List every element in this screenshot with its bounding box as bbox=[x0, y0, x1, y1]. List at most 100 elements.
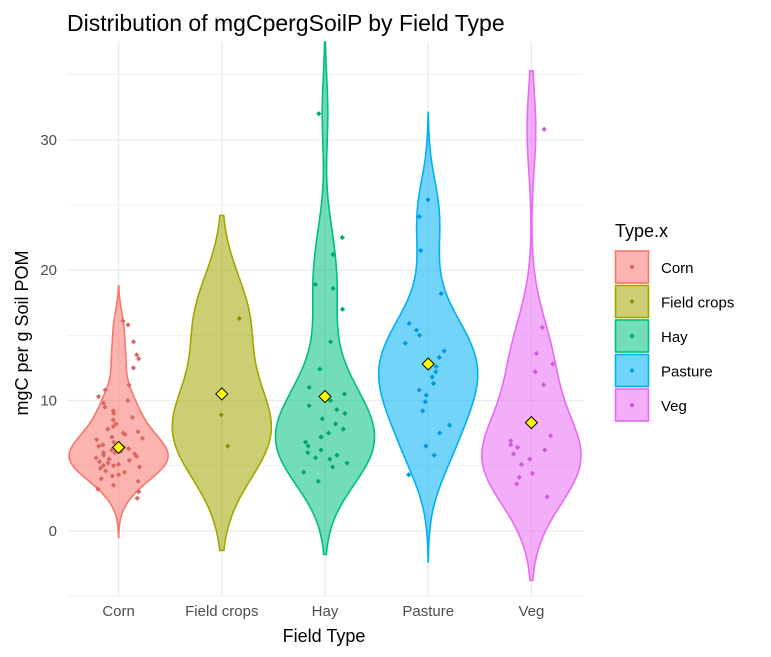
legend-key-marker bbox=[629, 298, 635, 305]
data-point bbox=[129, 414, 136, 421]
data-point bbox=[126, 446, 132, 452]
data-point bbox=[328, 339, 334, 345]
data-point bbox=[305, 450, 311, 456]
data-point bbox=[514, 444, 521, 450]
violin-hay bbox=[274, 41, 376, 556]
legend-label: Hay bbox=[661, 329, 688, 346]
data-point bbox=[225, 443, 231, 449]
data-point bbox=[132, 451, 138, 457]
violin-field-crops bbox=[171, 214, 273, 552]
data-point bbox=[106, 456, 112, 462]
data-point bbox=[422, 399, 428, 405]
legend-key-marker bbox=[629, 367, 635, 374]
data-point bbox=[514, 481, 520, 487]
legend-label: Field crops bbox=[661, 295, 734, 312]
data-point bbox=[130, 365, 137, 371]
data-point bbox=[102, 404, 108, 410]
data-point bbox=[541, 126, 547, 132]
data-point bbox=[416, 387, 422, 393]
data-point bbox=[96, 459, 103, 465]
data-point bbox=[97, 465, 103, 471]
data-point bbox=[418, 247, 424, 254]
data-point bbox=[529, 470, 536, 477]
data-point bbox=[334, 406, 340, 413]
data-point bbox=[102, 387, 108, 393]
data-point bbox=[135, 478, 141, 484]
data-point bbox=[136, 356, 142, 362]
chart-title: Distribution of mgCpergSoilP by Field Ty… bbox=[67, 10, 505, 36]
legend: Type.x Corn Field crops Hay Pasture Veg bbox=[614, 221, 734, 422]
data-point bbox=[98, 476, 104, 482]
data-point bbox=[413, 327, 420, 333]
data-point bbox=[436, 354, 442, 361]
data-point bbox=[416, 214, 423, 220]
data-point bbox=[406, 320, 412, 327]
legend-label: Veg bbox=[661, 398, 687, 415]
legend-key-marker bbox=[629, 402, 635, 408]
data-point bbox=[425, 197, 431, 203]
y-tick-label: 0 bbox=[49, 523, 57, 540]
data-point bbox=[339, 306, 346, 312]
data-point bbox=[433, 363, 439, 370]
x-axis-ticks: Corn Field crops Hay Pasture Veg bbox=[102, 603, 544, 620]
mean-markers bbox=[111, 357, 539, 455]
legend-key-marker bbox=[629, 333, 635, 339]
data-point bbox=[327, 456, 333, 462]
data-point bbox=[136, 464, 143, 470]
data-point bbox=[318, 447, 324, 453]
x-tick-label: Veg bbox=[518, 603, 544, 620]
data-point bbox=[315, 478, 321, 484]
mean-marker bbox=[111, 440, 126, 455]
data-point bbox=[103, 468, 109, 474]
data-point bbox=[110, 423, 116, 430]
data-point bbox=[430, 380, 437, 387]
violin-corn bbox=[68, 285, 169, 539]
data-point bbox=[511, 451, 517, 457]
x-axis-title: Field Type bbox=[283, 626, 366, 646]
data-point bbox=[340, 426, 346, 432]
data-point bbox=[518, 461, 525, 467]
data-point bbox=[342, 410, 348, 417]
y-axis-title: mgC per g Soil POM bbox=[12, 250, 32, 415]
data-point bbox=[126, 382, 132, 388]
data-point bbox=[116, 472, 122, 478]
data-point bbox=[305, 443, 311, 449]
data-point bbox=[302, 439, 309, 445]
data-point bbox=[312, 455, 319, 461]
data-point bbox=[441, 348, 447, 354]
y-axis-ticks: 0 10 20 30 bbox=[40, 132, 57, 540]
violin-pasture bbox=[377, 111, 479, 563]
data-point bbox=[334, 452, 340, 458]
mean-marker bbox=[421, 357, 435, 371]
violins bbox=[68, 41, 582, 582]
data-point bbox=[327, 397, 334, 404]
data-point bbox=[433, 369, 439, 375]
data-point bbox=[96, 443, 102, 449]
data-point bbox=[547, 433, 554, 439]
data-point bbox=[332, 421, 339, 427]
data-point bbox=[330, 251, 336, 258]
data-point bbox=[544, 494, 550, 500]
x-tick-label: Corn bbox=[102, 603, 135, 620]
data-point bbox=[312, 281, 319, 288]
data-point bbox=[330, 464, 336, 470]
data-point bbox=[111, 439, 117, 445]
data-point bbox=[136, 489, 142, 495]
data-point bbox=[100, 463, 106, 469]
data-point bbox=[437, 430, 443, 436]
data-point bbox=[139, 435, 146, 441]
data-point bbox=[306, 384, 312, 391]
y-tick-label: 10 bbox=[40, 392, 57, 409]
data-point bbox=[121, 469, 128, 475]
data-point bbox=[236, 315, 242, 321]
data-point bbox=[110, 417, 116, 423]
mean-marker bbox=[524, 415, 539, 430]
data-point bbox=[130, 339, 137, 345]
data-point bbox=[420, 408, 426, 414]
data-point bbox=[111, 410, 117, 417]
data-point bbox=[539, 324, 545, 331]
data-point bbox=[423, 443, 429, 449]
data-point bbox=[516, 474, 522, 480]
data-point bbox=[542, 447, 548, 453]
